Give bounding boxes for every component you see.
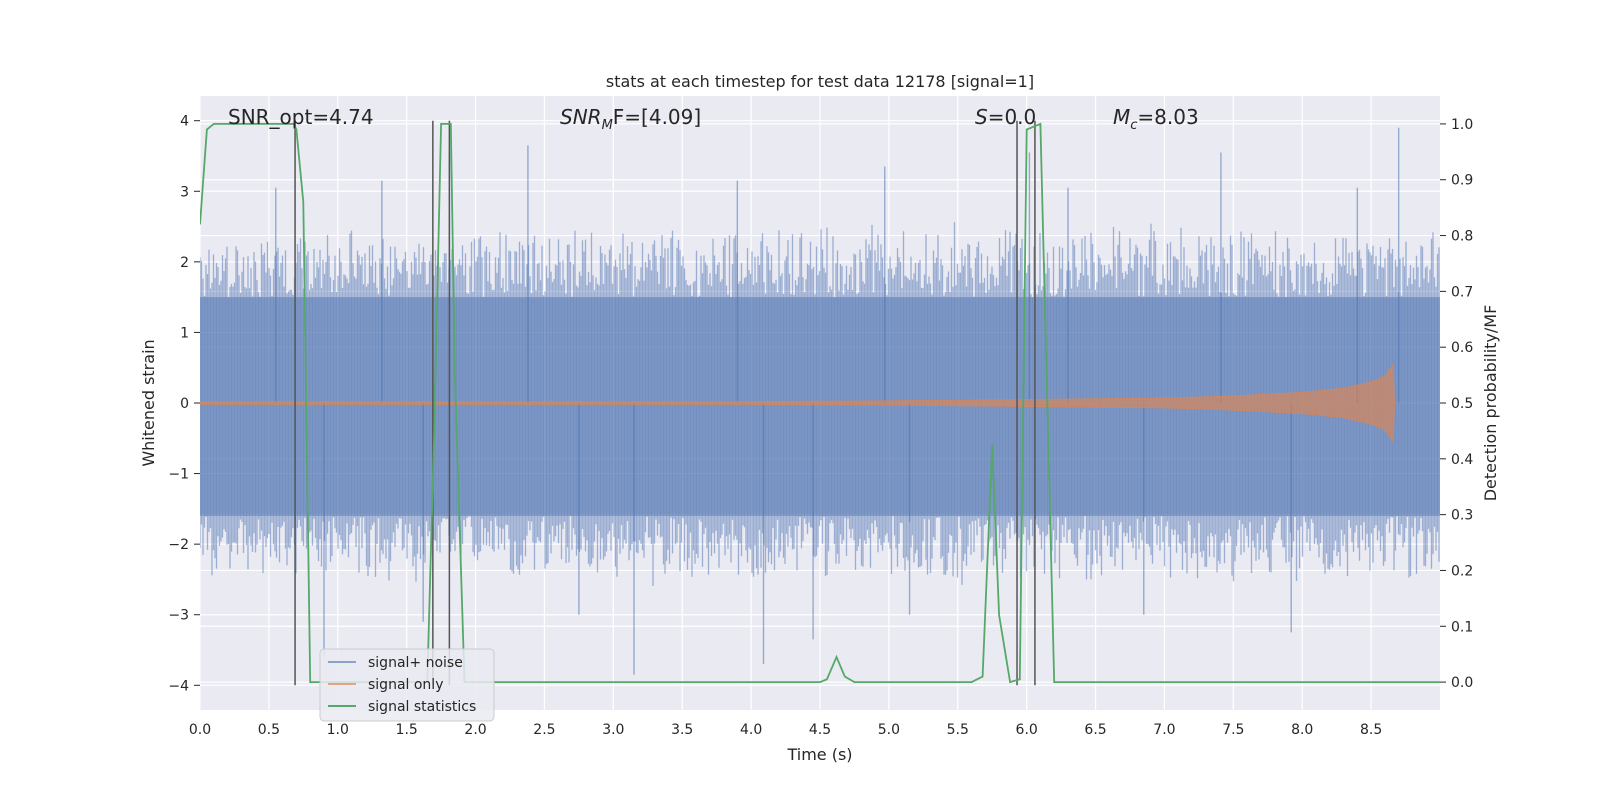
y-tick-label: 4: [180, 114, 189, 130]
legend-label-signal: signal only: [368, 677, 443, 693]
y-right-axis-label: Detection probability/MF: [1481, 305, 1500, 502]
y-right-tick-label: 0.0: [1451, 675, 1473, 691]
x-tick-label: 1.5: [396, 722, 418, 738]
y-tick-label: −1: [168, 467, 189, 483]
x-tick-label: 3.0: [602, 722, 624, 738]
x-tick-label: 2.5: [533, 722, 555, 738]
y-right-tick-label: 0.2: [1451, 563, 1473, 579]
y-tick-label: 0: [180, 396, 189, 412]
x-tick-label: 7.0: [1153, 722, 1175, 738]
statistics-series-line: [200, 122, 1440, 684]
y-right-tick-label: 0.6: [1451, 340, 1473, 356]
data-layer: [200, 120, 1440, 686]
x-tick-label: 4.0: [740, 722, 762, 738]
legend-box: [319, 648, 495, 722]
x-axis-label: Time (s): [786, 745, 852, 764]
annotation-mc: Mc=8.03: [1113, 105, 1199, 133]
x-tick-label: 8.0: [1291, 722, 1313, 738]
x-tick-labels: 0.0 0.5 1.0 1.5 2.0 2.5 3.0 3.5 4.0 4.5 5.0 5.5 6.0 6…: [189, 722, 1382, 738]
chart-title: stats at each timestep for test data 121…: [606, 72, 1034, 91]
y-right-tick-label: 0.3: [1451, 508, 1473, 524]
legend-label-statistics: signal statistics: [368, 699, 476, 715]
y-tick-label: −2: [168, 537, 189, 553]
y-right-tick-label: 0.5: [1451, 396, 1473, 412]
legend: signal+ noise signal only signal statist…: [319, 648, 495, 722]
x-tick-label: 6.5: [1084, 722, 1106, 738]
y-right-tick-label: 0.8: [1451, 229, 1473, 245]
x-tick-label: 2.0: [464, 722, 486, 738]
y-right-tick-label: 0.4: [1451, 452, 1473, 468]
y-right-tick-label: 1.0: [1451, 117, 1473, 133]
y-tick-label: −3: [168, 608, 189, 624]
x-tick-label: 0.5: [258, 722, 280, 738]
annotation-snr-opt: SNR_opt=4.74: [228, 105, 374, 129]
annotation-snr-mf-rest: F=[4.09]: [613, 105, 701, 129]
x-tick-label: 6.0: [1016, 722, 1038, 738]
x-tick-label: 0.0: [189, 722, 211, 738]
x-tick-label: 5.5: [947, 722, 969, 738]
annotation-s-base: S: [975, 105, 988, 129]
annotation-snr-mf-base: SNR: [560, 105, 602, 129]
annotation-mc-rest: =8.03: [1137, 105, 1198, 129]
y-tick-label: 1: [180, 325, 189, 341]
y-axis-label: Whitened strain: [139, 339, 158, 466]
annotation-mc-base: M: [1113, 105, 1130, 129]
x-tick-label: 7.5: [1222, 722, 1244, 738]
x-tick-label: 5.0: [878, 722, 900, 738]
x-tick-label: 3.5: [671, 722, 693, 738]
annotation-snr-mf: SNRMF=[4.09]: [560, 105, 701, 133]
x-tick-label: 8.5: [1360, 722, 1382, 738]
y-right-tick-label: 0.7: [1451, 284, 1473, 300]
y-tick-label: 3: [180, 184, 189, 200]
annotation-s-rest: =0.0: [988, 105, 1037, 129]
annotation-snr-mf-sub: M: [602, 118, 613, 133]
y-tick-label: 2: [180, 255, 189, 271]
signal-only-series: [200, 362, 1396, 444]
legend-label-noise: signal+ noise: [368, 655, 463, 671]
annotation-s: S=0.0: [975, 105, 1036, 129]
annotation-mc-sub: c: [1130, 118, 1137, 133]
y-right-tick-label: 0.1: [1451, 619, 1473, 635]
y-tick-label: −4: [168, 678, 189, 694]
y-right-tick-labels: 1.0 0.9 0.8 0.7 0.6 0.5 0.4 0.3 0.2 0.1 0.0: [1440, 117, 1473, 691]
y-right-tick-label: 0.9: [1451, 173, 1473, 189]
y-tick-labels: 4 3 2 1 0 −1 −2 −3 −4: [168, 114, 200, 694]
x-tick-label: 4.5: [809, 722, 831, 738]
x-tick-label: 1.0: [327, 722, 349, 738]
